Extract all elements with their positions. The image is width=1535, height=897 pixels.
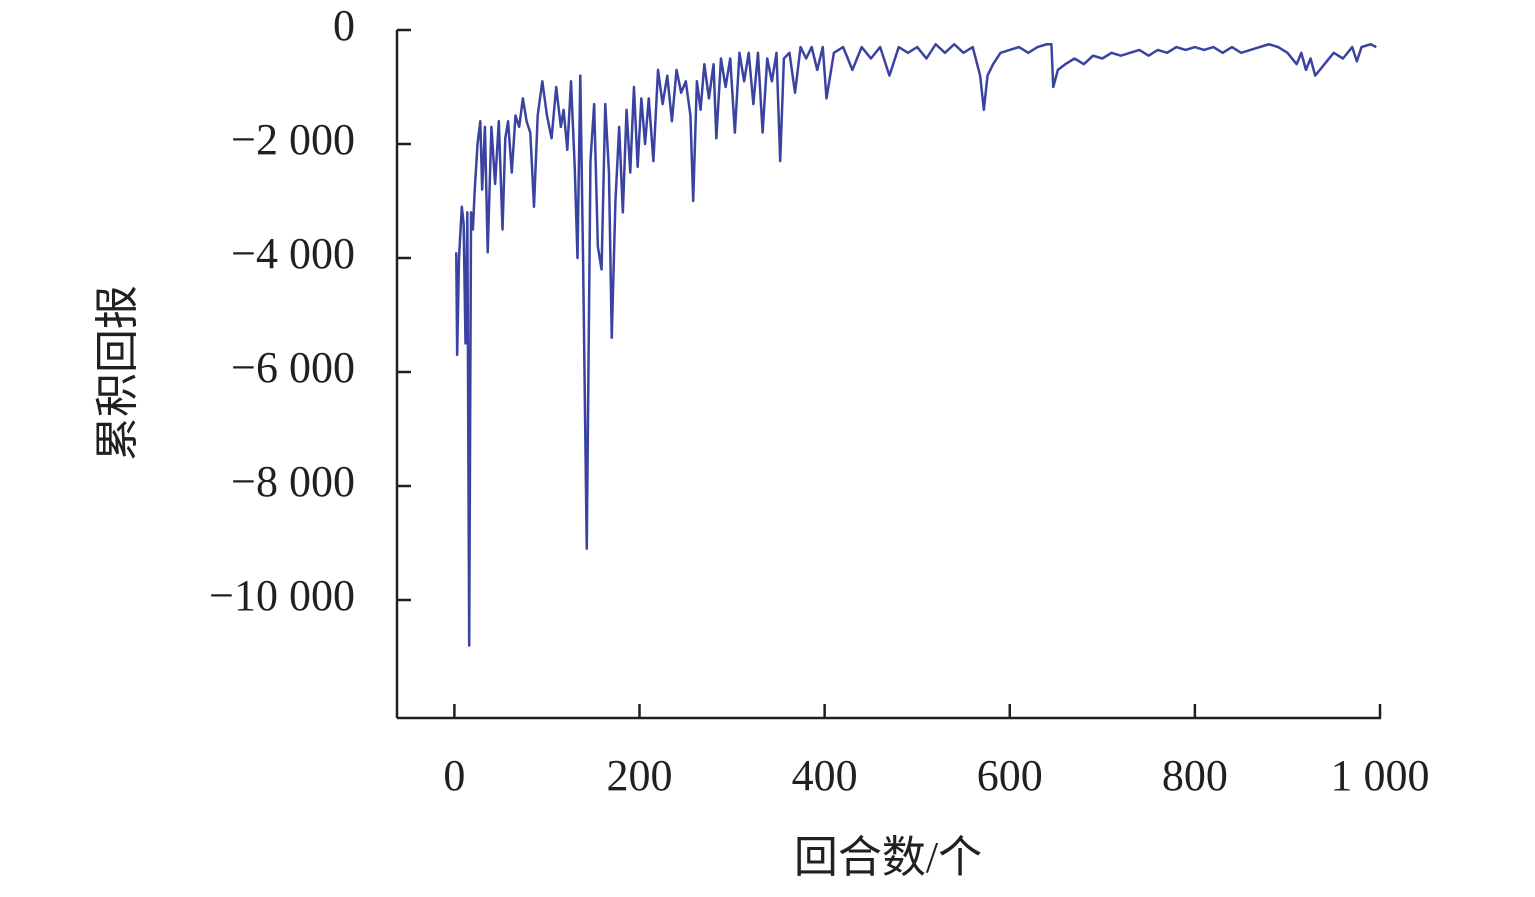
y-axis-title: 累积回报 <box>93 285 142 461</box>
x-tick-label: 0 <box>443 751 465 800</box>
y-tick-label: −10 000 <box>209 571 355 620</box>
x-axis-title: 回合数/个 <box>794 833 982 882</box>
x-tick-label: 1 000 <box>1331 751 1430 800</box>
data-line <box>454 43 1377 647</box>
x-tick-label: 600 <box>977 751 1043 800</box>
y-tick-label: −4 000 <box>231 229 355 278</box>
y-tick-label: −6 000 <box>231 343 355 392</box>
y-tick-label: −2 000 <box>231 115 355 164</box>
x-tick-label: 200 <box>607 751 673 800</box>
y-tick-label: −8 000 <box>231 457 355 506</box>
x-tick-label: 800 <box>1162 751 1228 800</box>
x-tick-label: 400 <box>792 751 858 800</box>
y-tick-label: 0 <box>333 1 355 50</box>
